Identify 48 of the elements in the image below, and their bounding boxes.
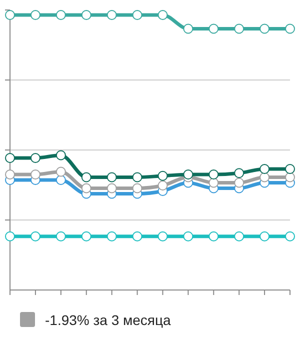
point — [56, 10, 66, 20]
point — [234, 178, 244, 188]
point — [260, 172, 270, 182]
point — [106, 10, 117, 20]
point — [30, 231, 40, 242]
point — [56, 166, 66, 177]
point — [56, 231, 66, 242]
point — [234, 168, 244, 178]
point — [285, 231, 295, 242]
point — [158, 170, 168, 181]
point — [158, 180, 168, 190]
point — [132, 10, 142, 20]
point — [234, 231, 244, 242]
point — [81, 172, 92, 182]
point — [158, 10, 168, 20]
point — [30, 10, 40, 20]
point — [81, 183, 92, 194]
legend-label: -1.93% за 3 месяца — [45, 312, 172, 328]
point — [106, 183, 117, 194]
point — [285, 164, 295, 174]
point — [234, 24, 244, 34]
point — [183, 231, 194, 242]
point — [5, 231, 15, 242]
point — [158, 231, 168, 242]
point — [81, 231, 92, 242]
point — [30, 170, 40, 180]
point — [5, 153, 15, 163]
point — [81, 10, 92, 20]
point — [30, 153, 40, 163]
point — [56, 150, 66, 160]
point — [208, 24, 219, 34]
point — [183, 170, 194, 180]
point — [260, 24, 270, 34]
point — [208, 170, 219, 180]
point — [183, 24, 194, 34]
point — [106, 231, 117, 242]
point — [132, 231, 142, 242]
point — [132, 172, 142, 182]
point — [5, 170, 15, 180]
point — [260, 164, 270, 174]
point — [208, 178, 219, 188]
point — [106, 172, 117, 182]
point — [132, 183, 142, 194]
point — [285, 172, 295, 182]
point — [260, 231, 270, 242]
point — [208, 231, 219, 242]
point — [285, 24, 295, 34]
point — [56, 175, 66, 185]
